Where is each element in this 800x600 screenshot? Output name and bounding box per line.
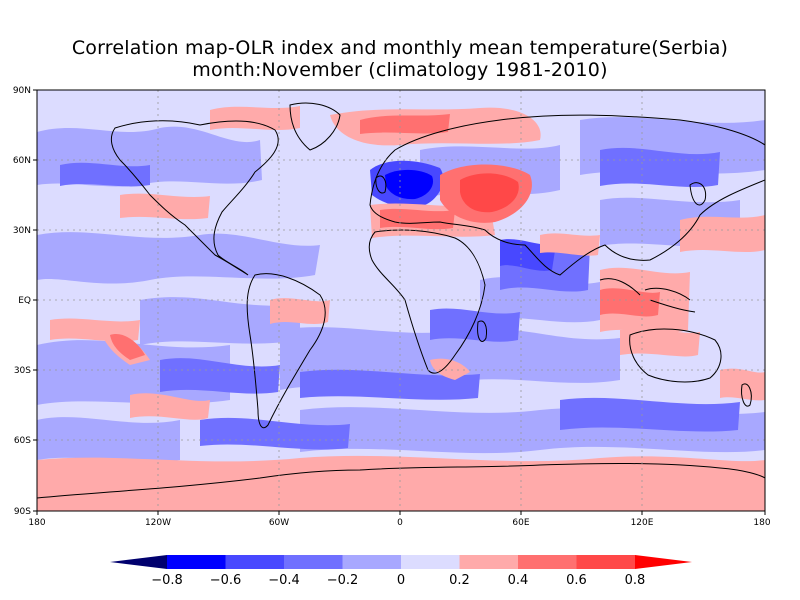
lat-tick-label: 90N [13, 86, 31, 96]
colorbar-label: −0.8 [151, 573, 183, 588]
lon-tick-label: 60W [269, 518, 289, 528]
coastline-south-america [246, 273, 326, 429]
colorbar-segment [342, 555, 402, 569]
lon-tick-label: 180 [28, 518, 45, 528]
coastline-greenland [289, 102, 341, 151]
lon-tick-labels: 180 120W 60W 0 60E 120E 180 [28, 518, 770, 528]
colorbar-label: 0.2 [449, 573, 470, 588]
lat-tick-label: 60N [13, 156, 31, 166]
shaded-field [37, 106, 765, 511]
lon-tick-label: 0 [397, 518, 403, 528]
colorbar-right-arrow [635, 555, 692, 569]
lat-tick-label: 30S [14, 366, 31, 376]
colorbar-label: 0.4 [508, 573, 529, 588]
lon-tick-label: 60E [512, 518, 529, 528]
colorbar-segment [167, 555, 226, 569]
lat-tick-labels: 90N 60N 30N EQ 30S 60S 90S [13, 86, 31, 517]
coastline-australia [629, 328, 722, 383]
coastline-north-america [110, 120, 279, 276]
lon-tick-label: 180 [753, 518, 770, 528]
lat-ticks [33, 89, 37, 512]
coastline-eurasia [369, 114, 765, 276]
field-band-pos04 [110, 114, 660, 360]
lat-tick-label: EQ [18, 296, 31, 306]
colorbar-label: 0.8 [625, 573, 646, 588]
colorbar: −0.8 −0.6 −0.4 −0.2 0 0.2 0.4 0.6 0.8 [110, 555, 692, 588]
colorbar-segment [401, 555, 460, 569]
colorbar-label: 0.6 [566, 573, 587, 588]
field-band-neg04 [60, 147, 740, 450]
colorbar-left-arrow [110, 555, 167, 569]
colorbar-label: 0 [397, 573, 405, 588]
coastlines [37, 102, 765, 511]
map-title: Correlation map-OLR index and monthly me… [71, 37, 729, 59]
coastline-new-zealand [741, 383, 752, 407]
gridlines [37, 90, 765, 511]
coastline-madagascar [477, 320, 487, 342]
coastline-uk [375, 175, 387, 194]
map-subtitle: month:November (climatology 1981-2010) [192, 59, 608, 81]
coastline-maritime-islands [599, 278, 696, 313]
colorbar-segment [284, 555, 343, 569]
coastline-africa [368, 229, 486, 374]
lon-tick-label: 120W [145, 518, 171, 528]
coastline-antarctica [37, 462, 765, 511]
colorbar-label: −0.2 [327, 573, 359, 588]
lon-tick-label: 120E [631, 518, 654, 528]
colorbar-segment [459, 555, 519, 569]
lat-tick-label: 60S [14, 436, 31, 446]
colorbar-segment [518, 555, 577, 569]
colorbar-segment [225, 555, 285, 569]
lat-tick-label: 30N [13, 226, 31, 236]
lat-tick-label: 90S [14, 507, 31, 517]
colorbar-label: −0.4 [268, 573, 300, 588]
colorbar-label: −0.6 [210, 573, 242, 588]
coastline-japan [689, 182, 707, 206]
colorbar-segment [576, 555, 636, 569]
field-band-pos06 [460, 173, 519, 213]
lon-ticks [36, 511, 766, 515]
